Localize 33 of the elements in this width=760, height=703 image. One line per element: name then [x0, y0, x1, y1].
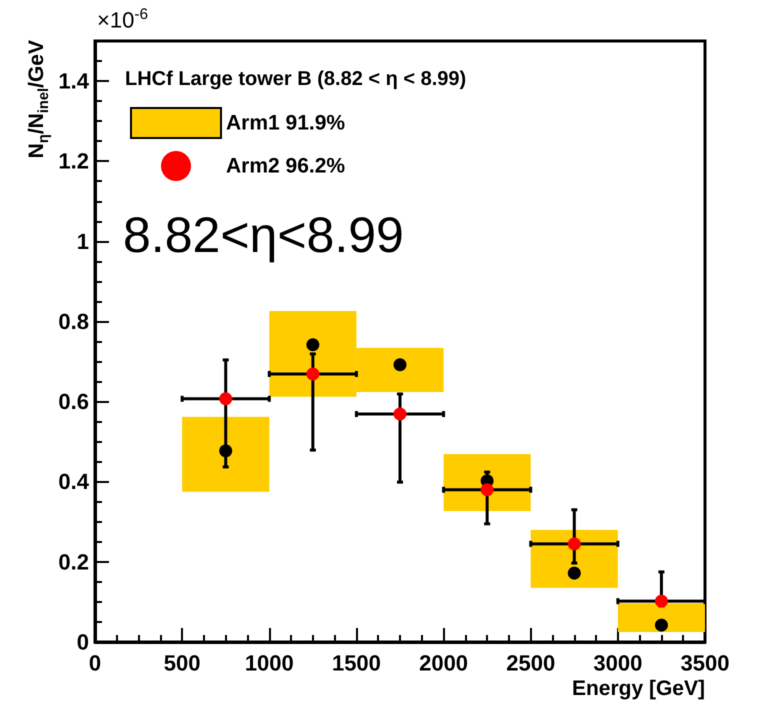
y-tick-label: 0.4 [58, 469, 90, 494]
x-tick-label: 1000 [244, 650, 294, 676]
annotation: 8.82<η<8.99 [123, 207, 404, 263]
legend-label: Arm1 91.9% [226, 112, 346, 134]
x-tick-label: 3500 [680, 650, 730, 676]
y-tick-label: 0.6 [58, 389, 89, 414]
point [394, 358, 406, 372]
x-tick-label: 3000 [593, 650, 642, 676]
y-tick-label: 1.2 [58, 148, 89, 174]
point [306, 367, 320, 380]
bar [182, 416, 270, 492]
point [568, 566, 581, 580]
point [654, 594, 668, 608]
x-tick-label: 500 [164, 650, 200, 676]
y-tick-label: 0.8 [58, 308, 89, 334]
point [654, 618, 668, 632]
y-tick-label: 1 [76, 228, 89, 254]
point [219, 392, 232, 406]
point [306, 338, 320, 352]
point [480, 483, 494, 496]
legend-title: LHCf Large tower B (8.82 < η < 8.99) [125, 68, 466, 90]
point [394, 408, 406, 421]
point [568, 537, 581, 550]
x-tick-label: 1500 [332, 650, 381, 676]
point [219, 444, 232, 458]
x-axis-title: Energy [GeV] [572, 677, 705, 700]
y-tick-label: 0 [76, 630, 89, 654]
x-tick-label: 2000 [419, 650, 468, 676]
legend-label: Arm2 96.2% [226, 154, 346, 178]
y-tick-label: 0.2 [58, 549, 89, 574]
x-tick-label: 2500 [506, 650, 556, 676]
y-tick-label: 1.4 [58, 68, 90, 94]
bar [618, 603, 705, 632]
